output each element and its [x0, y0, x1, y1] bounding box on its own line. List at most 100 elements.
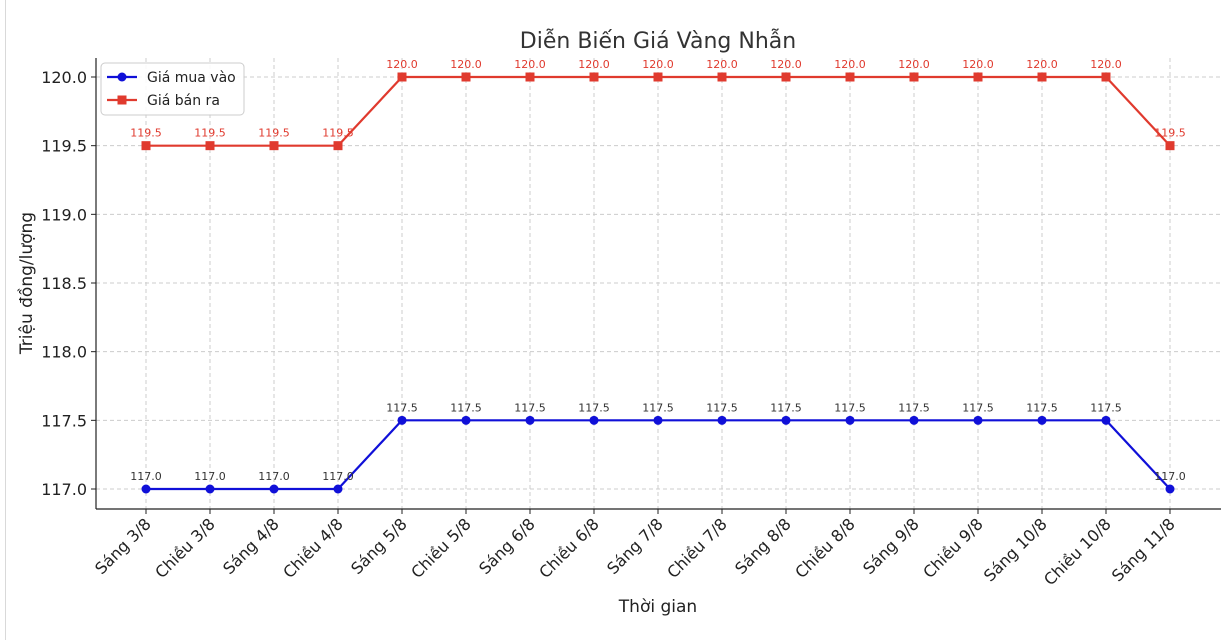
- data-point: [525, 415, 535, 425]
- data-label: 117.5: [1026, 401, 1058, 414]
- series: [141, 72, 1175, 494]
- data-label: 119.5: [322, 127, 354, 140]
- data-point: [397, 72, 407, 82]
- data-label: 120.0: [514, 58, 546, 71]
- data-point: [973, 72, 983, 82]
- x-tick-label: Chiều 7/8: [663, 514, 731, 582]
- data-point: [781, 72, 791, 82]
- data-label: 120.0: [578, 58, 610, 71]
- y-tick-label: 120.0: [41, 68, 87, 87]
- data-label: 117.0: [322, 470, 354, 483]
- data-point: [653, 72, 663, 82]
- y-tick-label: 117.5: [41, 411, 87, 430]
- data-label: 117.5: [578, 401, 610, 414]
- data-label: 117.5: [770, 401, 802, 414]
- legend-label: Giá mua vào: [147, 70, 236, 86]
- legend-label: Giá bán ra: [147, 93, 220, 109]
- data-label: 117.5: [1090, 401, 1122, 414]
- data-label: 119.5: [258, 127, 290, 140]
- data-point: [1101, 415, 1111, 425]
- data-label: 120.0: [450, 58, 482, 71]
- x-tick-label: Sáng 9/8: [859, 514, 923, 578]
- x-tick-label: Chiều 10/8: [1040, 514, 1115, 589]
- data-label: 117.0: [130, 470, 162, 483]
- data-label: 119.5: [194, 127, 226, 140]
- data-label: 119.5: [130, 127, 162, 140]
- x-tick-label: Sáng 3/8: [91, 514, 155, 578]
- data-point: [1037, 72, 1047, 82]
- data-label: 120.0: [642, 58, 674, 71]
- data-point: [397, 415, 407, 425]
- data-point: [589, 415, 599, 425]
- data-point: [461, 72, 471, 82]
- y-tick-label: 118.5: [41, 274, 87, 293]
- data-label: 120.0: [1090, 58, 1122, 71]
- legend: Giá mua vào Giá bán ra: [100, 62, 245, 116]
- data-label: 117.5: [834, 401, 866, 414]
- data-point: [141, 141, 151, 151]
- data-point: [1165, 141, 1175, 151]
- left-border: [5, 0, 6, 640]
- x-axis-label: Thời gian: [618, 597, 697, 617]
- x-tick-label: Sáng 4/8: [219, 514, 283, 578]
- data-point: [1165, 484, 1175, 494]
- data-label: 117.5: [386, 401, 418, 414]
- data-point: [525, 72, 535, 82]
- data-label: 120.0: [770, 58, 802, 71]
- data-label: 117.5: [450, 401, 482, 414]
- data-point: [717, 72, 727, 82]
- legend-item: Giá bán ra: [107, 93, 220, 109]
- x-tick-label: Chiều 9/8: [919, 514, 987, 582]
- data-label: 120.0: [834, 58, 866, 71]
- y-tick-label: 119.5: [41, 137, 87, 156]
- data-point: [589, 72, 599, 82]
- data-point: [973, 415, 983, 425]
- data-point: [141, 484, 151, 494]
- data-label: 120.0: [898, 58, 930, 71]
- data-point: [781, 415, 791, 425]
- grid: [96, 58, 1221, 509]
- x-tick-label: Chiều 4/8: [279, 514, 347, 582]
- data-label: 117.5: [898, 401, 930, 414]
- legend-item: Giá mua vào: [107, 70, 236, 86]
- x-tick-label: Chiều 6/8: [535, 514, 603, 582]
- data-label: 119.5: [1154, 127, 1186, 140]
- data-point: [333, 141, 343, 151]
- data-label: 117.5: [642, 401, 674, 414]
- x-tick-label: Sáng 5/8: [347, 514, 411, 578]
- x-tick-label: Chiều 5/8: [407, 514, 475, 582]
- data-label: 120.0: [1026, 58, 1058, 71]
- data-label: 117.5: [706, 401, 738, 414]
- x-tick-label: Sáng 11/8: [1108, 514, 1179, 585]
- chart-title: Diễn Biến Giá Vàng Nhẫn: [520, 28, 796, 54]
- data-point: [909, 72, 919, 82]
- data-point: [717, 415, 727, 425]
- x-tick-label: Chiều 3/8: [151, 514, 219, 582]
- y-tick-label: 119.0: [41, 205, 87, 224]
- legend-marker: [117, 95, 127, 105]
- data-point: [269, 484, 279, 494]
- data-label: 120.0: [386, 58, 418, 71]
- data-label: 117.5: [514, 401, 546, 414]
- y-axis-label: Triệu đồng/lượng: [16, 212, 37, 355]
- data-point: [461, 415, 471, 425]
- x-tick-label: Sáng 6/8: [475, 514, 539, 578]
- x-tick-label: Sáng 7/8: [603, 514, 667, 578]
- legend-marker: [117, 72, 127, 82]
- data-point: [845, 72, 855, 82]
- data-point: [205, 141, 215, 151]
- data-point: [909, 415, 919, 425]
- data-point: [1101, 72, 1111, 82]
- series-1: [141, 415, 1175, 494]
- data-label: 117.5: [962, 401, 994, 414]
- x-tick-label: Chiều 8/8: [791, 514, 859, 582]
- data-point: [1037, 415, 1047, 425]
- data-label: 120.0: [706, 58, 738, 71]
- y-tick-label: 117.0: [41, 480, 87, 499]
- data-labels: 117.0 117.0 117.0 117.0 117.5 117.5 117.5 117.5…: [130, 58, 1186, 483]
- data-label: 117.0: [1154, 470, 1186, 483]
- data-label: 120.0: [962, 58, 994, 71]
- data-label: 117.0: [194, 470, 226, 483]
